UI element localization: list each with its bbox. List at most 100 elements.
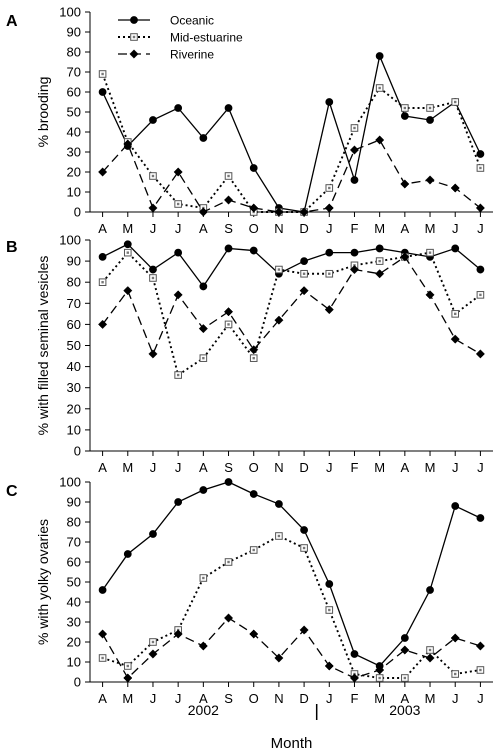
x-tick-label: M: [374, 221, 385, 236]
x-tick-label: F: [350, 221, 358, 236]
series-oceanic: [98, 478, 485, 670]
data-point: [349, 145, 360, 155]
data-point: [475, 203, 485, 213]
data-point: [349, 264, 360, 275]
y-tick-label: 50: [67, 338, 81, 353]
x-tick-label: J: [477, 221, 484, 236]
data-point: [148, 203, 158, 213]
data-point: [274, 315, 284, 325]
data-point: [425, 653, 435, 663]
data-point: [199, 486, 208, 494]
x-tick-label: J: [326, 460, 333, 475]
data-point: [476, 150, 485, 158]
data-point: [350, 176, 359, 184]
y-tick-label: 0: [74, 444, 81, 459]
y-tick-label: 40: [67, 125, 81, 140]
data-point: [174, 104, 183, 112]
series-mid-estuarine: [98, 532, 485, 682]
x-tick-label: A: [98, 460, 107, 475]
x-tick-label: D: [299, 221, 308, 236]
x-tick-label: M: [425, 691, 436, 706]
data-point: [375, 244, 384, 253]
data-point: [198, 324, 208, 334]
y-tick-label: 80: [67, 45, 81, 60]
data-point: [350, 650, 359, 658]
series-line: [102, 534, 481, 679]
y-tick-label: 100: [59, 233, 81, 248]
data-point: [375, 665, 385, 675]
legend-label: Riverine: [170, 48, 214, 62]
x-tick-label: J: [477, 691, 484, 706]
data-point: [224, 478, 233, 486]
x-tick-label: D: [299, 691, 308, 706]
y-tick-label: 100: [59, 475, 81, 490]
data-point: [223, 307, 234, 317]
data-point: [198, 207, 208, 217]
legend: Oceanic Mid-estuarine Riverine: [118, 14, 243, 62]
y-tick-label: 30: [67, 145, 81, 160]
y-tick-label: 30: [67, 380, 81, 395]
data-point: [249, 164, 258, 172]
y-tick-label: 80: [67, 515, 81, 530]
x-tick-label: M: [122, 691, 133, 706]
data-point: [375, 269, 385, 279]
series-riverine: [98, 613, 485, 683]
data-point: [375, 135, 385, 145]
data-point: [149, 116, 157, 124]
data-point: [450, 183, 460, 193]
y-tick-label: 40: [67, 595, 81, 610]
data-point: [199, 134, 208, 142]
data-point: [98, 586, 107, 594]
series-mid-estuarine: [98, 70, 485, 216]
data-point: [223, 613, 234, 623]
data-point: [223, 195, 234, 205]
y-tick-label: 60: [67, 317, 81, 332]
x-tick-label: J: [175, 221, 182, 236]
y-tick-label: 20: [67, 401, 81, 416]
data-point: [249, 203, 259, 213]
y-tick-label: 60: [67, 85, 81, 100]
x-tick-label: J: [150, 460, 157, 475]
data-point: [224, 244, 233, 253]
x-tick-label: O: [249, 691, 259, 706]
data-point: [325, 98, 334, 106]
data-point: [274, 207, 284, 217]
series-oceanic: [98, 52, 485, 216]
x-tick-label: S: [224, 691, 233, 706]
x-tick-label: A: [98, 221, 107, 236]
data-point: [451, 502, 460, 510]
data-point: [275, 500, 283, 508]
y-tick-label: 80: [67, 275, 81, 290]
data-point: [173, 290, 183, 300]
series-line: [102, 53, 481, 213]
data-point: [400, 112, 409, 120]
data-point: [300, 526, 308, 534]
y-tick-label: 30: [67, 615, 81, 630]
data-point: [324, 305, 334, 315]
series-line: [102, 243, 481, 288]
data-point: [274, 653, 284, 663]
data-point: [249, 629, 259, 639]
x-tick-label: A: [98, 691, 107, 706]
x-tick-label: A: [199, 460, 208, 475]
data-point: [123, 240, 132, 249]
data-point: [98, 629, 108, 639]
panel-letter: B: [6, 239, 18, 256]
x-tick-label: O: [249, 221, 259, 236]
data-point: [425, 175, 435, 185]
data-point: [450, 334, 460, 344]
data-point: [123, 286, 133, 296]
y-tick-label: 10: [67, 655, 81, 670]
data-point: [325, 248, 334, 257]
legend-label: Mid-estuarine: [170, 31, 243, 45]
x-tick-label: N: [274, 691, 283, 706]
y-tick-label: 50: [67, 575, 81, 590]
data-point: [299, 207, 309, 217]
data-point: [98, 252, 107, 261]
data-point: [98, 167, 108, 177]
y-tick-label: 70: [67, 65, 81, 80]
legend-marker: [129, 49, 139, 59]
y-tick-label: 10: [67, 185, 81, 200]
x-tick-label: J: [452, 221, 459, 236]
data-point: [300, 257, 308, 266]
